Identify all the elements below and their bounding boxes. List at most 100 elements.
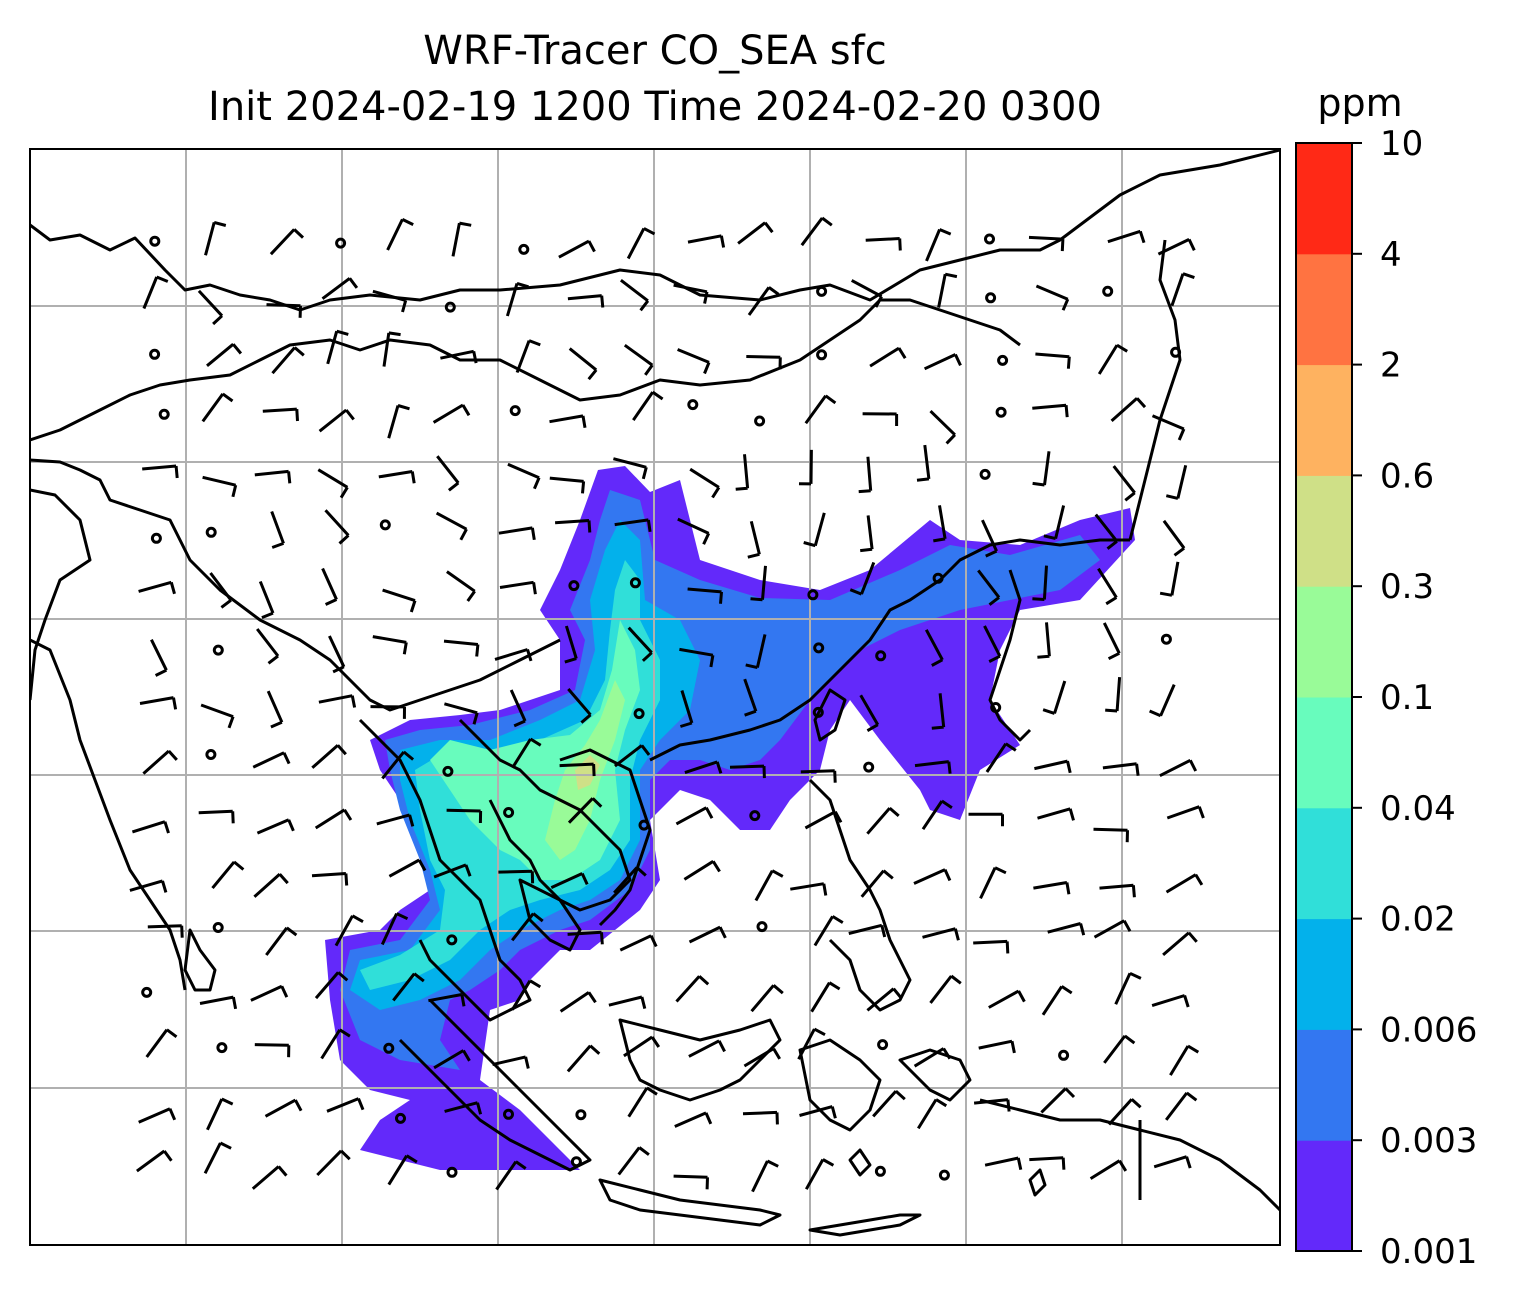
- wind-barb: [673, 283, 709, 304]
- wind-barb: [435, 511, 468, 541]
- wind-barb: [509, 689, 527, 728]
- wind-barb: [933, 505, 947, 543]
- wind-barb: [800, 769, 837, 783]
- colorbar-swatch: [1296, 475, 1352, 587]
- wind-barb: [687, 587, 723, 604]
- wind-barb: [916, 444, 931, 482]
- calm-wind-marker: [395, 1112, 406, 1124]
- wind-barb: [917, 1098, 948, 1130]
- wind-barb: [443, 639, 480, 657]
- wind-barb: [204, 220, 227, 256]
- calm-wind-marker: [807, 589, 819, 601]
- wind-barb: [334, 914, 364, 947]
- coastlines-and-borders: [30, 149, 1280, 1237]
- wind-barb: [446, 570, 476, 602]
- wind-barb: [1035, 284, 1070, 311]
- wind-barb: [973, 939, 1010, 954]
- calm-wind-marker: [985, 292, 997, 304]
- calm-wind-marker: [335, 237, 347, 249]
- wind-barb: [254, 469, 292, 484]
- wind-barb: [1040, 1087, 1076, 1114]
- calm-wind-marker: [995, 406, 1007, 418]
- wind-barb: [674, 1111, 713, 1128]
- wind-barb: [550, 872, 589, 889]
- wind-barb: [266, 303, 302, 318]
- wind-barb: [262, 407, 299, 422]
- wind-barb: [813, 915, 844, 947]
- wind-barb: [254, 1043, 291, 1058]
- wind-barb: [256, 818, 295, 835]
- wind-barb: [862, 412, 899, 426]
- wind-barb: [1035, 352, 1071, 369]
- map-title-line2: Init 2024-02-19 1200 Time 2024-02-20 030…: [208, 84, 1102, 130]
- calm-wind-marker: [812, 706, 824, 718]
- wind-barb: [269, 228, 305, 256]
- calm-wind-marker: [383, 1042, 395, 1054]
- calm-wind-marker: [518, 243, 530, 255]
- calm-wind-marker: [158, 408, 170, 420]
- wind-barb: [673, 1174, 709, 1190]
- wind-barb: [743, 1047, 781, 1068]
- wind-barb: [446, 808, 483, 824]
- wind-barb: [209, 572, 233, 609]
- wind-barb: [498, 869, 535, 884]
- wind-barb: [800, 216, 833, 247]
- wind-barb: [1093, 827, 1129, 843]
- wind-barb: [804, 810, 843, 830]
- calm-wind-marker: [816, 285, 828, 297]
- wind-barb: [850, 279, 883, 308]
- colorbar-swatch: [1296, 918, 1352, 1030]
- wind-barb: [914, 760, 952, 774]
- wind-barb: [848, 923, 887, 938]
- wind-barb: [1165, 464, 1188, 500]
- wind-barb: [1159, 758, 1198, 778]
- wind-barb: [973, 1098, 1011, 1112]
- wind-barb: [804, 394, 837, 425]
- wind-barb: [679, 647, 715, 668]
- wind-barb: [979, 866, 1007, 900]
- wind-barb: [436, 455, 460, 492]
- wind-barb: [675, 975, 710, 1003]
- calm-wind-marker: [212, 922, 224, 933]
- wind-barb: [451, 221, 472, 257]
- wind-barb: [751, 1159, 779, 1193]
- wind-barb: [253, 872, 289, 898]
- wind-barb: [432, 403, 471, 424]
- map-title-line1: WRF-Tracer CO_SEA sfc: [423, 28, 887, 74]
- wind-barb: [387, 1154, 418, 1186]
- colorbar-swatch: [1296, 1140, 1352, 1252]
- wind-barb: [983, 625, 1002, 663]
- wind-barb: [444, 1101, 483, 1115]
- colorbar-swatch: [1296, 586, 1352, 698]
- wind-barb: [810, 981, 841, 1013]
- wind-barb: [150, 639, 168, 677]
- wind-barb: [566, 1044, 601, 1073]
- wind-barb: [202, 475, 238, 498]
- wind-barb: [567, 294, 605, 308]
- wind-barb: [568, 347, 598, 381]
- wind-barb: [311, 744, 347, 769]
- colorbar-tick-label: 4: [1380, 235, 1402, 275]
- map-frame: [29, 148, 1281, 1246]
- wind-barb: [211, 860, 245, 890]
- wind-barb: [1110, 397, 1147, 423]
- calm-wind-marker: [141, 986, 153, 998]
- calm-wind-marker: [149, 235, 161, 247]
- wind-barb: [1149, 684, 1176, 718]
- calm-wind-marker: [1102, 285, 1114, 297]
- wind-barb: [1032, 565, 1048, 601]
- wind-barb: [316, 1149, 351, 1177]
- wind-barb: [198, 809, 235, 824]
- wind-barb: [626, 227, 656, 260]
- calm-wind-marker: [442, 765, 454, 777]
- wind-barb: [440, 349, 478, 364]
- wind-barb: [206, 343, 243, 367]
- wind-barb: [683, 860, 721, 881]
- wind-barb: [555, 519, 592, 533]
- wind-barb: [511, 737, 542, 769]
- wind-barb: [388, 858, 427, 878]
- wind-barb: [1099, 883, 1136, 898]
- calm-wind-marker: [875, 650, 887, 662]
- calm-wind-marker: [997, 354, 1009, 366]
- wind-barb: [929, 410, 956, 445]
